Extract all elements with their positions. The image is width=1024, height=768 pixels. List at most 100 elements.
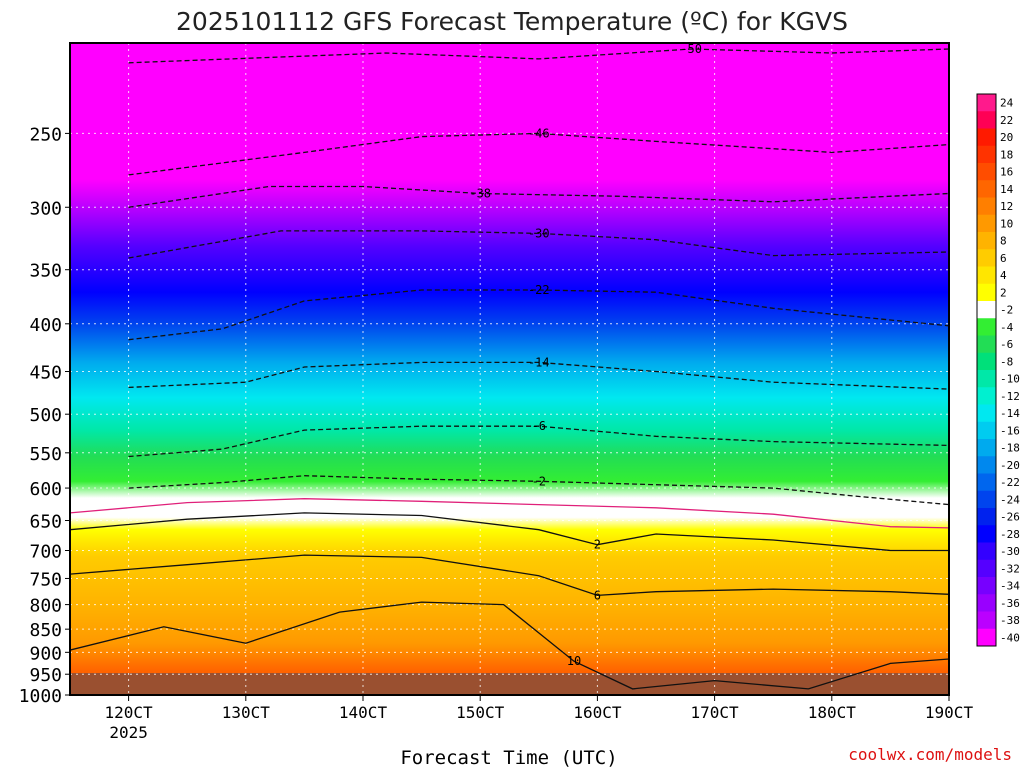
colorbar-label: -8 (1000, 355, 1013, 368)
colorbar-swatch (977, 214, 996, 233)
contour-label: -6 (532, 419, 546, 433)
colorbar-label: -10 (1000, 373, 1020, 386)
contour-label: 6 (594, 588, 601, 602)
contour-label: 2 (594, 538, 601, 552)
y-tick-label: 950 (29, 665, 62, 686)
y-tick-label: 1000 (19, 686, 62, 707)
x-tick-label: 180CT (808, 703, 857, 722)
y-tick-label: 250 (29, 124, 62, 145)
y-tick-label: 850 (29, 620, 62, 641)
contour-label: -14 (528, 355, 550, 369)
grid-lines (70, 43, 949, 695)
colorbar-label: -38 (1000, 614, 1020, 627)
colorbar-swatch (977, 370, 996, 388)
y-tick-label: 300 (29, 198, 62, 219)
y-tick-label: 400 (29, 315, 62, 336)
colorbar-swatch (977, 628, 996, 647)
colorbar-swatch (977, 145, 996, 164)
contour-label: -46 (528, 126, 550, 140)
colorbar-swatch (977, 559, 996, 578)
contour--50 (128, 48, 949, 64)
contour-label: -22 (528, 283, 550, 297)
colorbar-swatch (977, 335, 996, 354)
colorbar-label: -36 (1000, 597, 1020, 610)
colorbar-swatch (977, 128, 996, 147)
colorbar-label: 8 (1000, 235, 1007, 248)
colorbar-label: -40 (1000, 631, 1020, 644)
y-tick-label: 600 (29, 479, 62, 500)
colorbar-label: -2 (1000, 304, 1013, 317)
colorbar-swatch (977, 577, 996, 595)
colorbar-swatch (977, 594, 996, 612)
colorbar-label: -28 (1000, 528, 1020, 541)
colorbar-label: 2 (1000, 286, 1007, 299)
x-tick-label: 150CT (456, 703, 505, 722)
y-tick-label: 700 (29, 542, 62, 563)
colorbar-swatch (977, 283, 996, 302)
contour-label: -50 (680, 42, 702, 56)
colorbar-swatch (977, 525, 996, 543)
contour-label: -38 (469, 187, 491, 201)
contour-label: 10 (567, 654, 581, 668)
contour-0 (70, 498, 949, 529)
color-legend: 24 22 20 18 16 14 12 10 8 6 4 2 -2 -4 -6 -8 -10 -12 -14 -16… (976, 93, 1020, 647)
colorbar-label: 14 (1000, 183, 1014, 196)
colorbar-swatch (977, 163, 996, 181)
contour--2 (128, 475, 949, 506)
y-tick-label: 800 (29, 596, 62, 617)
colorbar-label: 6 (1000, 252, 1007, 265)
contour--14 (128, 361, 949, 390)
colorbar-label: 12 (1000, 200, 1013, 213)
y-tick-label: 900 (29, 643, 62, 664)
colorbar-swatch (977, 421, 996, 440)
colorbar-swatch (977, 232, 996, 250)
colorbar-label: -16 (1000, 424, 1020, 437)
credit-link[interactable]: coolwx.com/models (848, 745, 1012, 764)
colorbar-swatch (977, 508, 996, 526)
chart-title: 2025101112 GFS Forecast Temperature (ºC)… (176, 7, 848, 36)
y-tick-label: 450 (29, 363, 62, 384)
colorbar-swatch (977, 473, 996, 492)
colorbar-swatch (977, 94, 996, 112)
colorbar-swatch (977, 387, 996, 405)
colorbar-swatch (977, 439, 996, 457)
colorbar-label: -12 (1000, 390, 1020, 403)
plot-border (69, 42, 950, 696)
y-tick-label: 350 (29, 261, 62, 282)
colorbar-swatch (977, 490, 996, 509)
colorbar-swatch (977, 404, 996, 423)
contour--38 (128, 185, 949, 208)
colorbar-swatch (977, 542, 996, 561)
colorbar-label: -32 (1000, 562, 1020, 575)
contour-label: -2 (532, 474, 546, 488)
contour-label: -30 (528, 226, 550, 240)
pressure-axis: 2503003504004505005506006507007508008509… (19, 124, 70, 707)
contour--22 (128, 289, 949, 341)
x-tick-label: 190CT (925, 703, 974, 722)
contour--30 (128, 230, 949, 259)
colorbar-border (976, 93, 997, 647)
colorbar-label: -6 (1000, 338, 1013, 351)
contour-6 (70, 554, 949, 597)
colorbar-swatch (977, 197, 996, 216)
x-tick-label: 170CT (691, 703, 740, 722)
x-axis-label: Forecast Time (UTC) (400, 747, 617, 768)
colorbar-label: -34 (1000, 580, 1020, 593)
x-tick-label: 160CT (573, 703, 622, 722)
contour-2 (70, 512, 949, 552)
colorbar-swatch (977, 611, 996, 630)
y-tick-label: 500 (29, 405, 62, 426)
colorbar-swatch (977, 180, 996, 198)
colorbar-label: -14 (1000, 407, 1020, 420)
colorbar-swatch (977, 352, 996, 371)
colorbar-swatch (977, 249, 996, 267)
colorbar-label: -26 (1000, 511, 1020, 524)
colorbar-label: -4 (1000, 321, 1014, 334)
y-tick-label: 650 (29, 511, 62, 532)
contour--46 (128, 132, 949, 176)
colorbar-label: -20 (1000, 459, 1020, 472)
x-tick-label: 130CT (222, 703, 271, 722)
